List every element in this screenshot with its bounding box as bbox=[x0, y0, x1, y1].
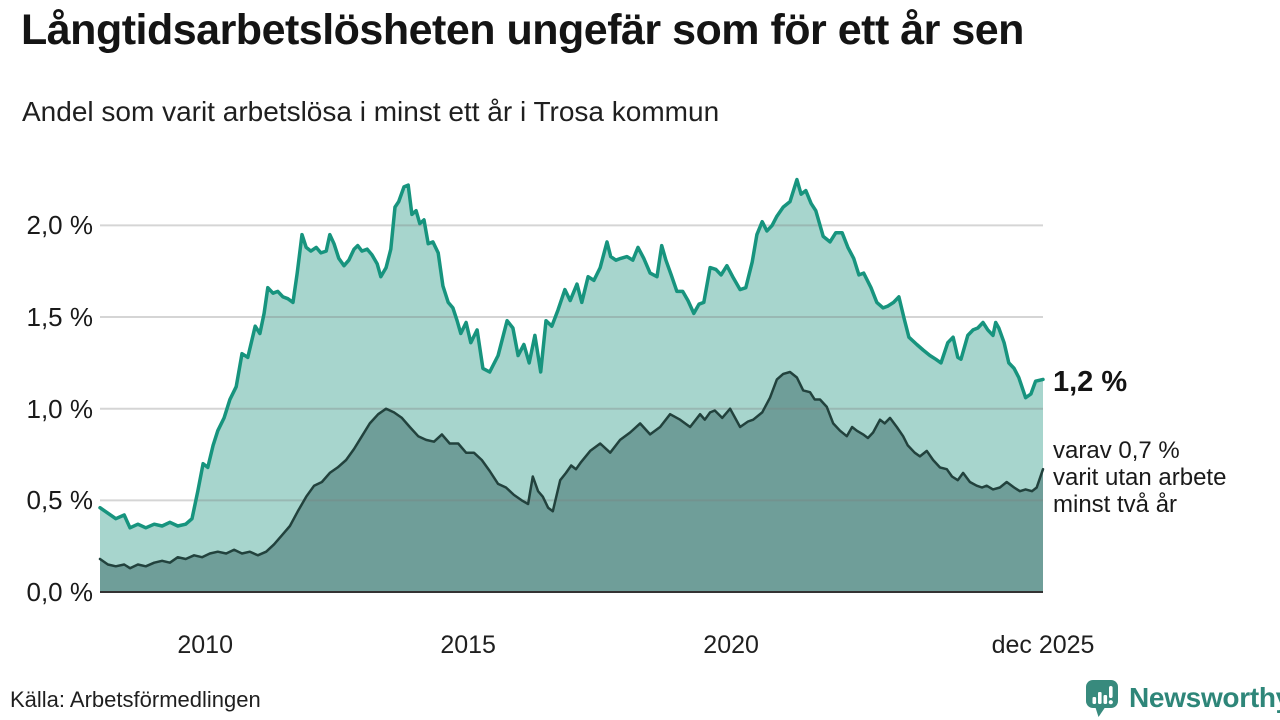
y-axis-label: 1,5 % bbox=[26, 302, 94, 333]
brand-wordmark: Newsworthy bbox=[1129, 682, 1280, 713]
end-value-label: 1,2 % bbox=[1053, 366, 1128, 398]
chart-title: Långtidsarbetslösheten ungefär som för e… bbox=[21, 6, 1024, 54]
y-axis-label: 0,0 % bbox=[26, 577, 94, 607]
brand-logo: Newsworthy bbox=[1082, 678, 1280, 718]
line-series-2 bbox=[98, 370, 1045, 570]
area-series-2 bbox=[100, 372, 1043, 592]
end-sub-line1: varav 0,7 % bbox=[1053, 437, 1180, 464]
x-axis-label: 2020 bbox=[703, 631, 759, 659]
x-axis-label: 2010 bbox=[177, 631, 233, 659]
y-axis-label: 1,0 % bbox=[26, 393, 94, 424]
x-axis-label: dec 2025 bbox=[991, 631, 1095, 659]
end-sub-line2: varit utan arbete bbox=[1053, 464, 1227, 491]
end-sub-label: varav 0,7 % varit utan arbete minst två … bbox=[1053, 437, 1226, 518]
chart-subtitle: Andel som varit arbetslösa i minst ett å… bbox=[22, 96, 720, 127]
newsworthy-logo-icon bbox=[1086, 680, 1118, 717]
y-axis-label: 0,5 % bbox=[26, 485, 94, 516]
source-credit: Källa: Arbetsförmedlingen bbox=[10, 687, 261, 712]
y-axis-label: 2,0 % bbox=[26, 210, 94, 241]
end-sub-line3: minst två år bbox=[1053, 491, 1178, 518]
x-axis-label: 2015 bbox=[440, 631, 496, 659]
line-series-1 bbox=[98, 177, 1045, 530]
